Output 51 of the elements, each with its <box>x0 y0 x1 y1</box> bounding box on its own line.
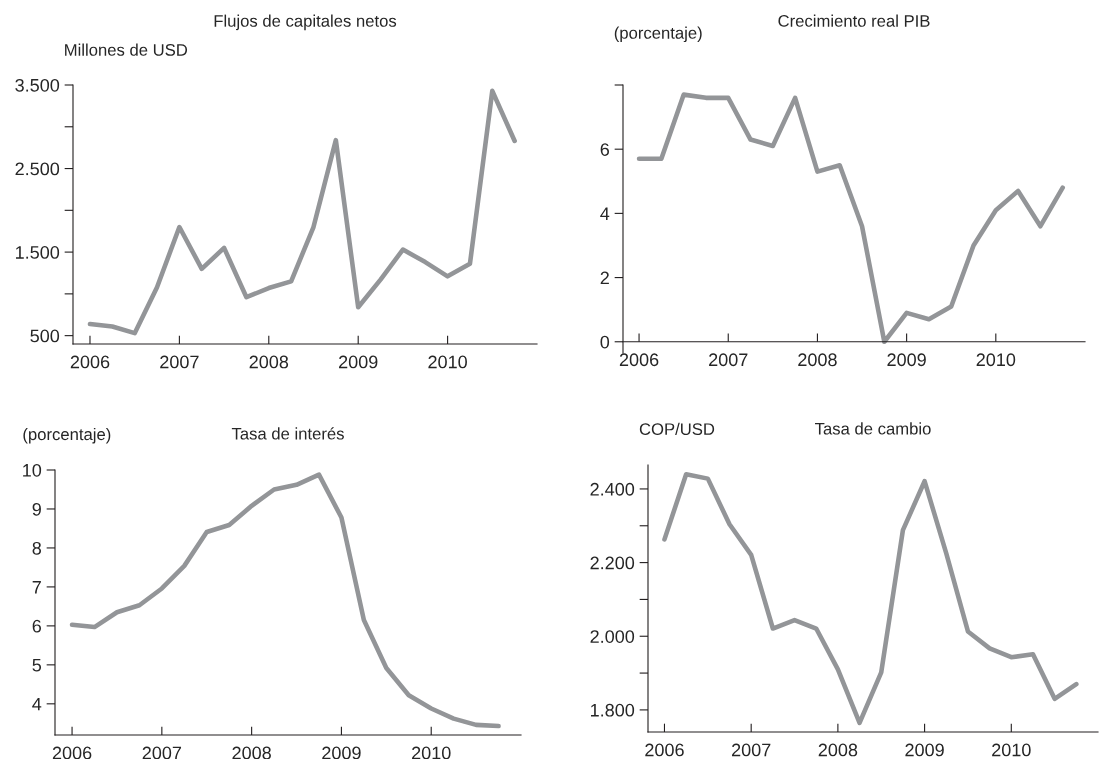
y-tick-label: 2.200 <box>590 556 635 570</box>
x-tick-label: 2010 <box>412 746 451 759</box>
y-axis-title: COP/USD <box>639 422 715 436</box>
x-tick-label: 2006 <box>52 746 92 759</box>
x-tick-label: 2009 <box>905 743 944 757</box>
x-tick-label: 2007 <box>709 353 748 367</box>
x-tick-label: 2006 <box>645 743 684 757</box>
x-tick-label: 2007 <box>732 743 771 757</box>
x-tick-label: 2008 <box>798 353 837 367</box>
y-tick-label: 8 <box>32 541 42 555</box>
y-tick-label: 5 <box>32 658 42 672</box>
x-tick-label: 2007 <box>142 746 182 759</box>
x-tick-label: 2009 <box>339 355 378 369</box>
y-tick-label: 4 <box>32 697 42 711</box>
y-tick-label: 2.500 <box>15 162 60 176</box>
y-axis-title: (porcentaje) <box>614 26 702 43</box>
y-tick-label: 10 <box>23 463 42 477</box>
y-axis-title: Millones de USD <box>65 43 188 56</box>
x-tick-label: 2008 <box>232 746 271 759</box>
y-tick-label: 2.400 <box>590 482 635 496</box>
x-tick-label: 2006 <box>70 355 110 369</box>
y-tick-label: 2.000 <box>590 630 635 643</box>
x-tick-label: 2009 <box>887 353 926 367</box>
x-tick-label: 2008 <box>249 355 289 369</box>
x-tick-label: 2010 <box>976 353 1016 367</box>
line-series <box>69 472 501 729</box>
x-tick-label: 2007 <box>160 355 199 369</box>
y-tick-label: 3.500 <box>15 78 60 92</box>
y-axis-title: (porcentaje) <box>23 427 111 444</box>
x-tick-label: 2008 <box>818 743 858 757</box>
y-tick-label: 6 <box>32 619 42 633</box>
chart-title: Tasa de cambio <box>815 422 931 435</box>
line-series <box>636 92 1065 345</box>
y-tick-label: 2 <box>600 271 609 285</box>
y-tick-label: 500 <box>30 329 60 343</box>
line-series <box>87 88 517 336</box>
y-tick-label: 1.800 <box>591 703 635 717</box>
y-tick-label: 1.500 <box>16 246 60 259</box>
y-tick-label: 7 <box>32 581 41 594</box>
y-tick-label: 9 <box>32 502 41 516</box>
chart-title: Crecimiento real PIB <box>778 14 930 27</box>
x-tick-label: 2010 <box>992 743 1031 757</box>
line-series <box>662 471 1079 726</box>
y-tick-label: 6 <box>600 143 610 156</box>
chart-title: Tasa de interés <box>231 427 344 440</box>
y-tick-label: 0 <box>600 335 610 349</box>
chart-title: Flujos de capitales netos <box>214 14 397 31</box>
x-tick-label: 2006 <box>619 353 659 367</box>
x-tick-label: 2010 <box>428 355 467 369</box>
y-tick-label: 4 <box>600 207 610 220</box>
x-tick-label: 2009 <box>322 746 361 759</box>
